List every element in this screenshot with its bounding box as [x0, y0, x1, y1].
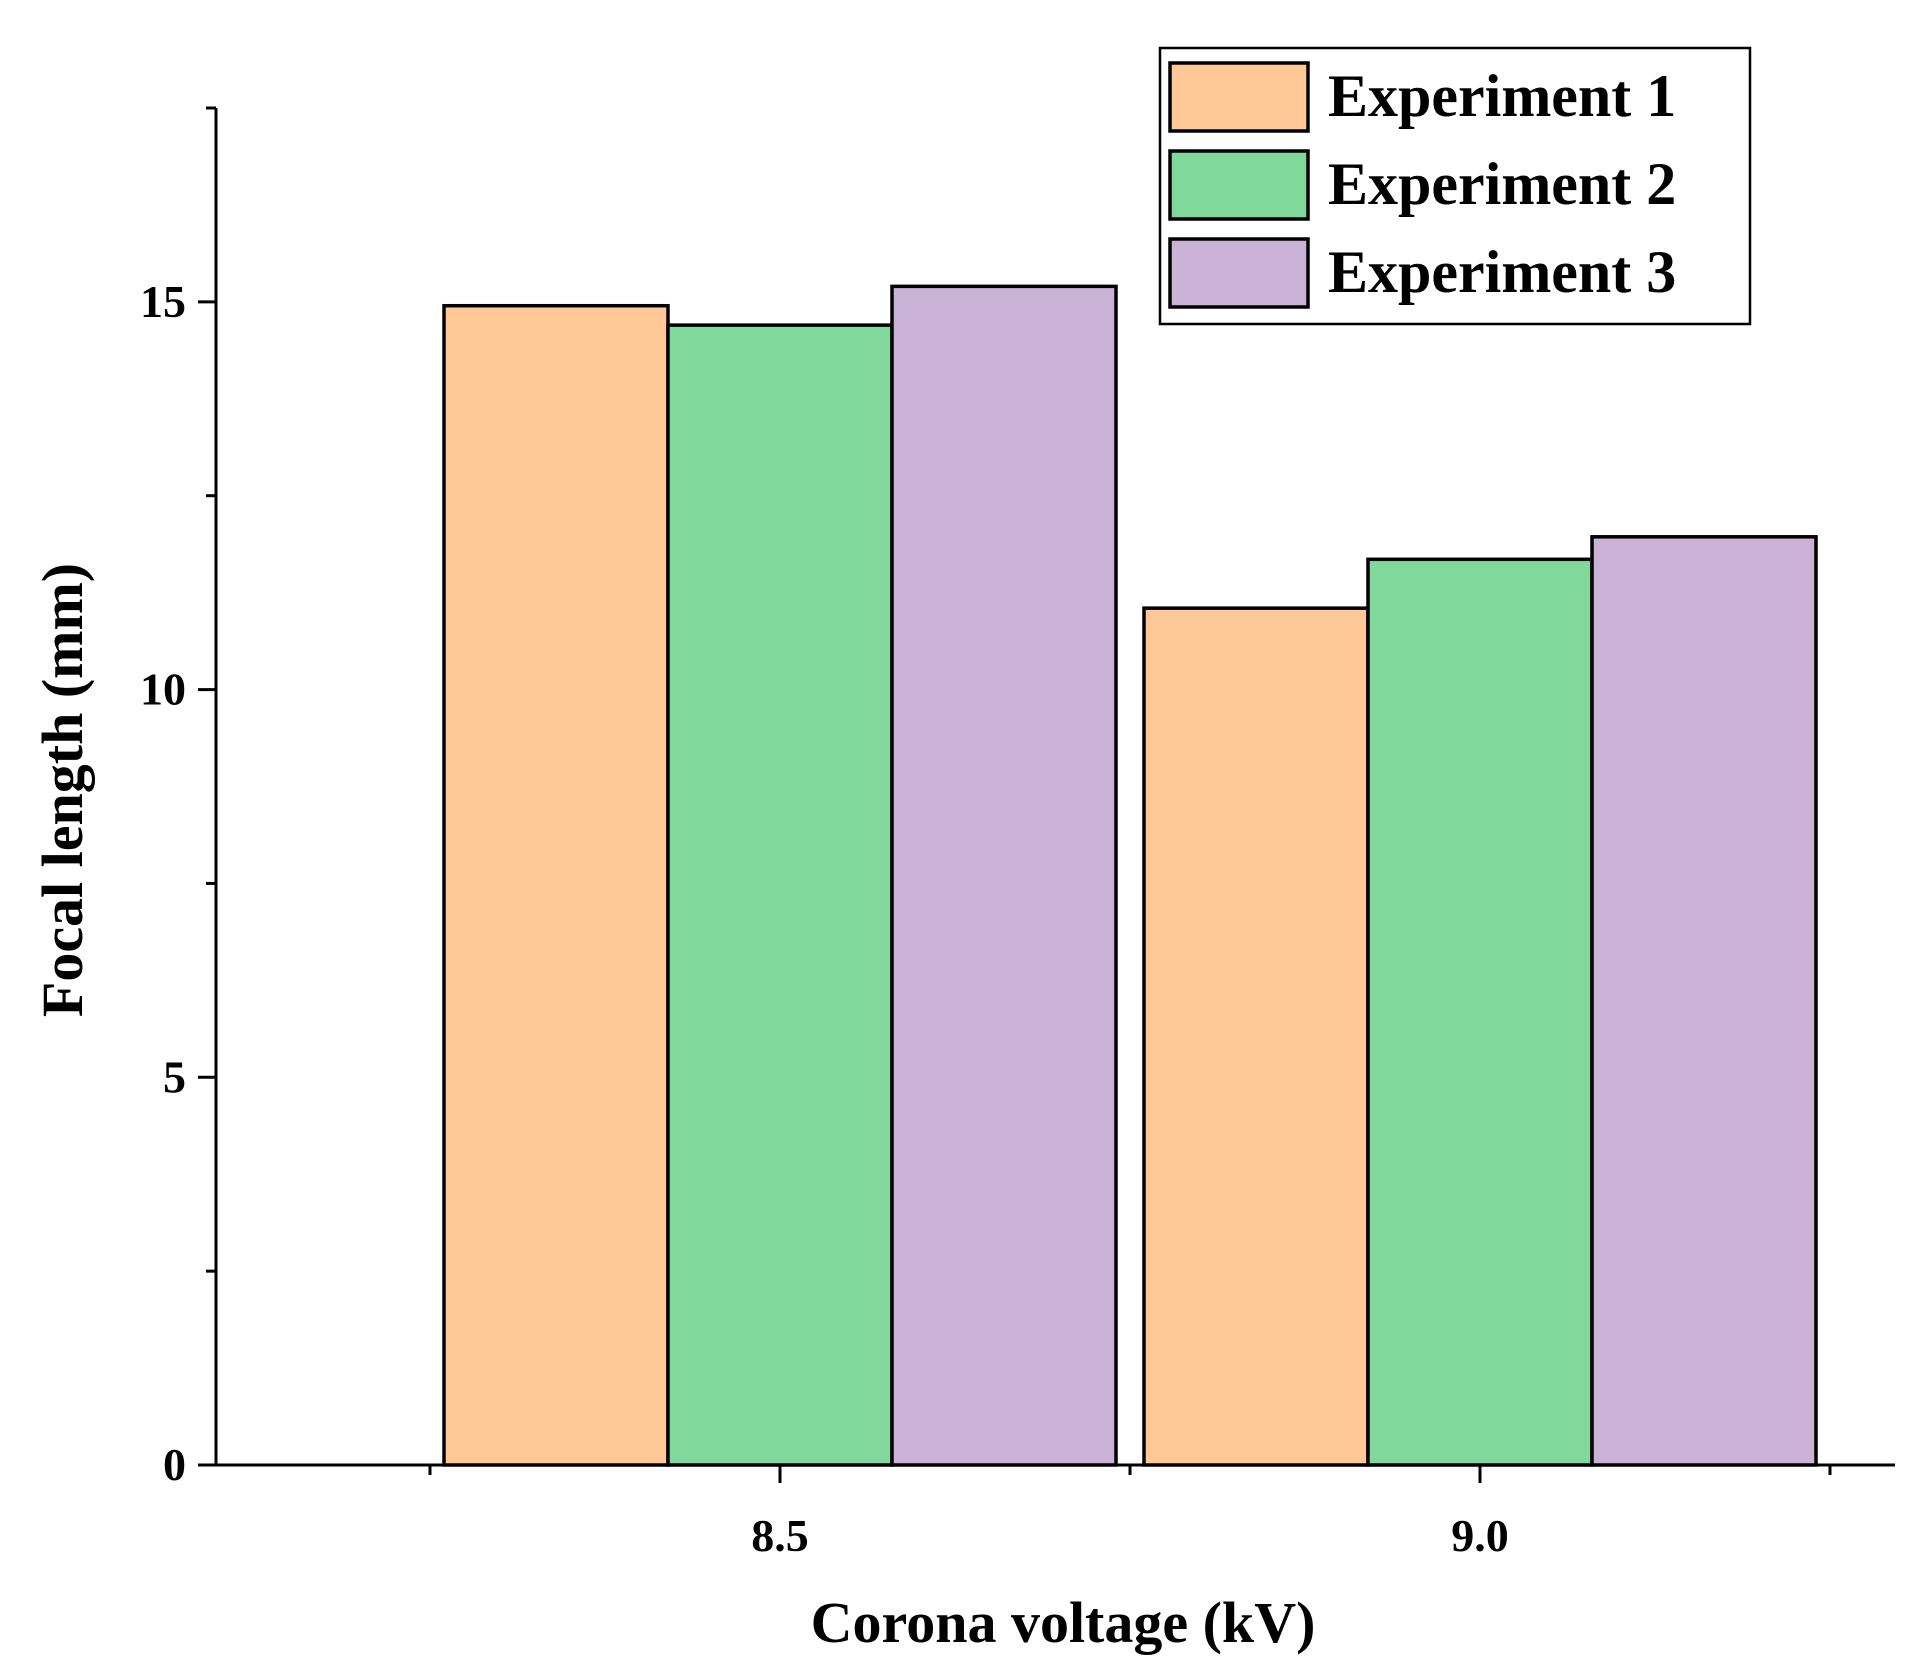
bar-experiment-3-9.0	[1590, 535, 1818, 1467]
bar-experiment-3-8.5	[890, 284, 1118, 1467]
legend-swatch-3	[1168, 237, 1310, 309]
legend-swatch-2	[1168, 149, 1310, 221]
legend-label-3: Experiment 3	[1328, 239, 1676, 305]
y-axis-title: Focal length (mm)	[30, 563, 95, 1017]
bar-experiment-2-8.5	[666, 323, 894, 1467]
y-tick-label: 0	[163, 1439, 186, 1490]
legend-label-1: Experiment 1	[1328, 63, 1676, 129]
bar-experiment-2-9.0	[1366, 557, 1594, 1467]
x-tick-label: 9.0	[1451, 1510, 1509, 1561]
bar-experiment-1-9.0	[1142, 606, 1370, 1467]
legend-label-2: Experiment 2	[1328, 151, 1676, 217]
axes-layer: 0 5 10 15 8.5 9.0	[140, 106, 1895, 1561]
y-tick-label: 10	[140, 664, 186, 715]
bar-experiment-1-8.5	[442, 303, 670, 1467]
x-tick-label: 8.5	[751, 1510, 809, 1561]
y-tick-label: 15	[140, 276, 186, 327]
y-tick-label: 5	[163, 1051, 186, 1102]
legend: Experiment 1 Experiment 2 Experiment 3	[1158, 46, 1752, 326]
bars-layer	[442, 284, 1818, 1467]
legend-swatch-1	[1168, 61, 1310, 133]
x-axis-title: Corona voltage (kV)	[811, 1590, 1316, 1655]
